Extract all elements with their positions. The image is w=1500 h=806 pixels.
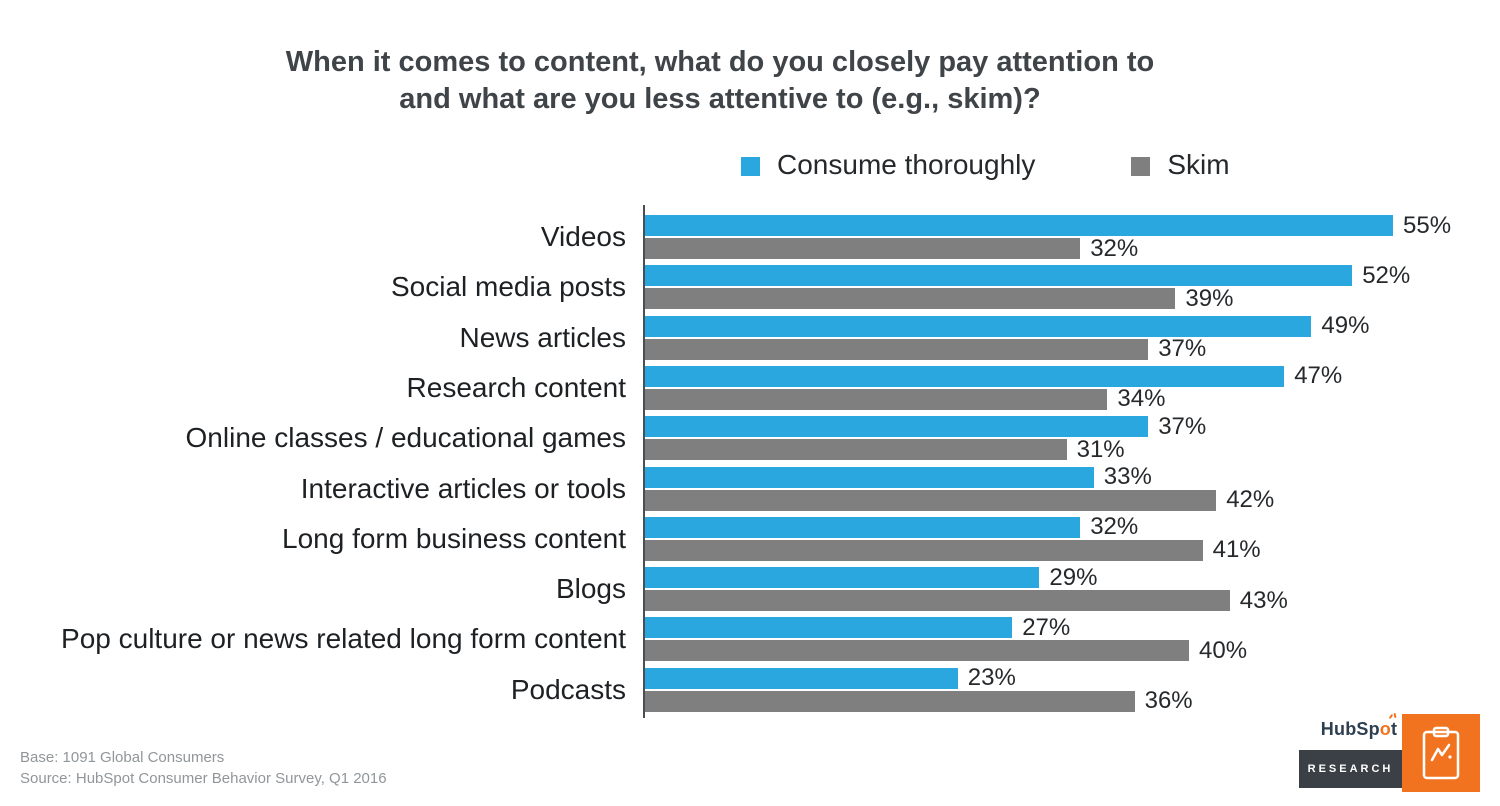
category-label: Podcasts	[510, 673, 626, 705]
chart-row: Research content 47% 34%	[0, 362, 1500, 413]
legend-item-consume: Consume thoroughly	[741, 149, 1035, 181]
bar-skim	[645, 640, 1189, 662]
value-label: 52%	[1362, 261, 1411, 289]
bar-skim	[645, 388, 1108, 410]
y-axis-line	[643, 205, 645, 718]
clipboard-chart-icon	[1422, 726, 1460, 780]
bar-consume-thoroughly	[645, 365, 1285, 387]
bar-skim	[645, 539, 1203, 561]
hubspot-logo-text-end: t	[1391, 719, 1398, 739]
footnotes: Base: 1091 Global Consumers Source: HubS…	[20, 747, 387, 789]
bar-group: 55% 32%	[645, 211, 1452, 262]
bar-skim	[645, 288, 1176, 310]
bar-skim	[645, 489, 1217, 511]
research-badge	[1402, 714, 1480, 792]
category-label: Social media posts	[390, 271, 626, 303]
value-label: 32%	[1090, 234, 1139, 262]
value-label: 47%	[1294, 362, 1343, 390]
bar-group: 29% 43%	[645, 563, 1288, 614]
category-label: Interactive articles or tools	[300, 472, 626, 504]
chart-title: When it comes to content, what do you cl…	[200, 44, 1240, 118]
value-label: 34%	[1117, 385, 1166, 413]
legend-label-consume: Consume thoroughly	[777, 149, 1036, 180]
bar-skim	[645, 690, 1135, 712]
bar-skim	[645, 439, 1067, 461]
chart-row: Pop culture or news related long form co…	[0, 613, 1500, 664]
value-label: 36%	[1144, 687, 1193, 715]
bar-group: 33% 42%	[645, 463, 1275, 513]
bar-consume-thoroughly	[645, 617, 1013, 639]
value-label: 40%	[1199, 636, 1248, 664]
footnote-base: Base: 1091 Global Consumers	[20, 749, 225, 766]
bar-group: 47% 34%	[645, 362, 1342, 413]
legend-item-skim: Skim	[1131, 149, 1230, 181]
research-label: RESEARCH	[1307, 763, 1394, 775]
chart-row: Podcasts 23% 36%	[0, 664, 1500, 715]
value-label: 37%	[1158, 412, 1207, 440]
bar-group: 52% 39%	[645, 261, 1411, 312]
category-label: News articles	[459, 321, 626, 353]
bar-skim	[645, 590, 1230, 612]
chart-row: Interactive articles or tools 33% 42%	[0, 463, 1500, 513]
hubspot-sprocket-icon: o	[1380, 712, 1397, 740]
value-label: 42%	[1226, 486, 1275, 513]
legend-swatch-consume	[741, 156, 760, 176]
bar-skim	[645, 238, 1081, 259]
legend-swatch-skim	[1131, 156, 1151, 176]
bar-consume-thoroughly	[645, 516, 1081, 538]
value-label: 43%	[1239, 586, 1288, 614]
value-label: 23%	[967, 664, 1016, 692]
legend-label-skim: Skim	[1167, 149, 1230, 180]
category-label: Online classes / educational games	[185, 422, 626, 454]
value-label: 39%	[1185, 284, 1234, 312]
category-label: Pop culture or news related long form co…	[61, 623, 626, 655]
research-label-box: RESEARCH	[1299, 750, 1402, 788]
bar-group: 27% 40%	[645, 613, 1248, 664]
bar-chart: Videos 55% 32% Social media posts 52% 39% News…	[0, 205, 1500, 721]
bar-skim	[645, 338, 1149, 360]
bar-consume-thoroughly	[645, 416, 1149, 438]
category-label: Long form business content	[282, 522, 626, 554]
chart-row: Blogs 29% 43%	[0, 563, 1500, 614]
chart-row: Online classes / educational games 37% 31%	[0, 412, 1500, 463]
value-label: 31%	[1076, 435, 1125, 463]
chart-row: News articles 49% 37%	[0, 312, 1500, 363]
value-label: 49%	[1321, 312, 1370, 340]
chart-title-line1: When it comes to content, what do you cl…	[285, 46, 1155, 78]
value-label: 37%	[1158, 335, 1207, 363]
legend: Consume thoroughly Skim	[741, 149, 1230, 181]
chart-row: Long form business content 32% 41%	[0, 513, 1500, 564]
bar-consume-thoroughly	[645, 315, 1312, 337]
value-label: 29%	[1049, 563, 1098, 591]
category-label: Blogs	[555, 573, 626, 605]
bar-consume-thoroughly	[645, 466, 1094, 488]
bar-consume-thoroughly	[645, 265, 1353, 287]
category-label: Research content	[406, 371, 626, 403]
bar-group: 23% 36%	[645, 664, 1193, 715]
hubspot-logo-text: HubSp	[1320, 719, 1380, 739]
bar-consume-thoroughly	[645, 567, 1040, 589]
chart-row: Social media posts 52% 39%	[0, 261, 1500, 312]
value-label: 27%	[1022, 613, 1071, 641]
value-label: 33%	[1103, 463, 1152, 490]
footnote-source: Source: HubSpot Consumer Behavior Survey…	[20, 770, 387, 787]
bar-group: 32% 41%	[645, 513, 1261, 564]
category-label: Videos	[540, 221, 626, 252]
chart-title-line2: and what are you less attentive to (e.g.…	[399, 83, 1041, 115]
value-label: 32%	[1090, 513, 1139, 541]
chart-row: Videos 55% 32%	[0, 211, 1500, 262]
value-label: 41%	[1212, 536, 1261, 564]
value-label: 55%	[1403, 211, 1452, 239]
bar-group: 49% 37%	[645, 312, 1369, 363]
bar-consume-thoroughly	[645, 215, 1393, 236]
bar-group: 37% 31%	[645, 412, 1207, 463]
hubspot-logo: HubSpo t	[1316, 712, 1402, 740]
bar-consume-thoroughly	[645, 667, 958, 689]
